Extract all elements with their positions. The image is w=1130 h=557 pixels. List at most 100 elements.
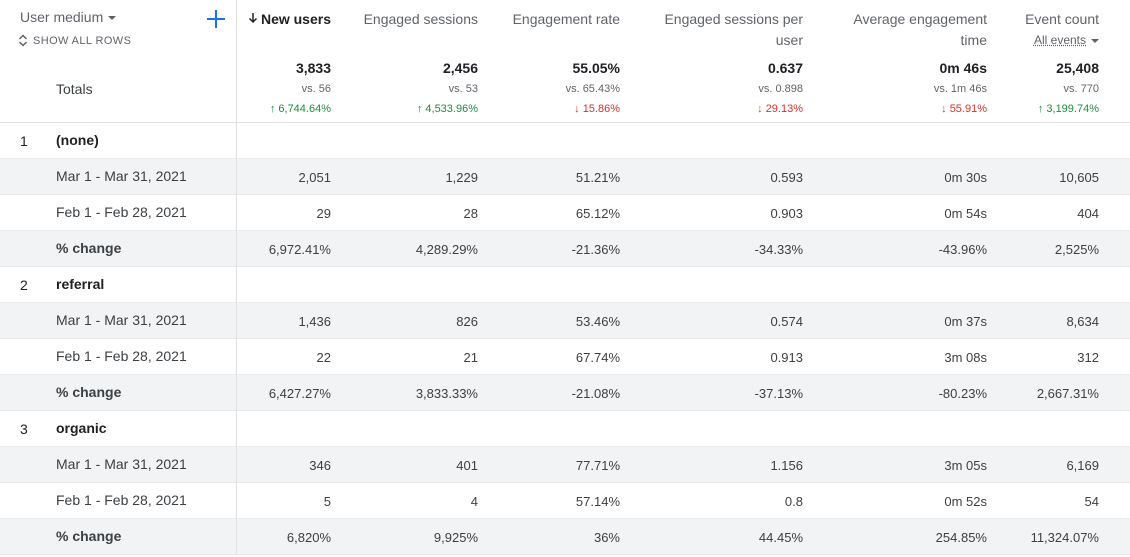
column-title-text: Average engagement <box>853 11 987 27</box>
cell-average-engagement-time: 0m 30s <box>944 170 987 185</box>
plus-icon <box>207 10 225 28</box>
column-title-engagement-rate[interactable]: Engagement rate <box>513 9 620 30</box>
cell-engaged-sessions-per-user: -37.13% <box>754 386 803 401</box>
cell-event-count: 11,324.07% <box>1030 530 1099 545</box>
date-range-row[interactable]: Feb 1 - Feb 28, 2021 29 28 65.12% 0.903 0m 54… <box>0 195 1130 231</box>
cell-engaged-sessions: 1,229 <box>445 170 478 185</box>
cell-average-engagement-time: 0m 37s <box>944 314 987 329</box>
cell-average-engagement-time: 3m 08s <box>944 350 987 365</box>
arrow-down-icon: ↓ <box>574 103 583 115</box>
dimension-cell: Mar 1 - Mar 31, 2021 <box>0 159 237 195</box>
cell-new-users: 2,051 <box>298 170 331 185</box>
cell-event-count: 8,634 <box>1066 314 1099 329</box>
column-header-engagement-rate: Engagement rate 55.05% vs. 65.43% ↓ 15.86% <box>488 0 620 123</box>
cell-average-engagement-time: -43.96% <box>938 242 987 257</box>
cell-new-users: 6,427.27% <box>268 386 331 401</box>
total-change: ↓ 55.91% <box>941 103 987 115</box>
date-range-label: Mar 1 - Mar 31, 2021 <box>56 312 187 328</box>
column-title-average-engagement-time[interactable]: Average engagement time <box>853 9 987 51</box>
caret-down-icon <box>1091 39 1099 43</box>
show-all-rows-button[interactable]: SHOW ALL ROWS <box>18 34 131 47</box>
cell-event-count: 2,525% <box>1054 242 1099 257</box>
total-change: ↑ 6,744.64% <box>270 103 331 115</box>
date-range-row[interactable]: Feb 1 - Feb 28, 2021 5 4 57.14% 0.8 0m 52s 54 <box>0 483 1130 519</box>
cell-event-count: 6,169 <box>1066 458 1099 473</box>
row-index: 1 <box>20 133 28 149</box>
total-change-value: 15.86% <box>582 103 620 115</box>
date-range-row[interactable]: Mar 1 - Mar 31, 2021 1,436 826 53.46% 0.574 0… <box>0 303 1130 339</box>
column-title-line: Average engagement <box>853 9 987 30</box>
column-title-text: Engagement rate <box>512 11 620 27</box>
cell-engagement-rate: 67.74% <box>575 350 620 365</box>
cell-engaged-sessions-per-user: 44.45% <box>758 530 803 545</box>
column-title-line: Engaged sessions <box>364 9 478 30</box>
column-title-line: Engagement rate <box>513 9 620 30</box>
cell-engagement-rate: -21.08% <box>571 386 620 401</box>
group-name: organic <box>56 420 107 436</box>
cell-event-count: 2,667.31% <box>1036 386 1099 401</box>
column-header-engaged-sessions-per-user: Engaged sessions per user 0.637 vs. 0.898 ↓ … <box>640 0 803 123</box>
cell-new-users: 6,972.41% <box>268 242 331 257</box>
group-row[interactable]: 3 organic <box>0 411 1130 447</box>
cell-engagement-rate: 57.14% <box>575 494 620 509</box>
dimension-cell: Mar 1 - Mar 31, 2021 <box>0 447 237 483</box>
dimension-cell: Feb 1 - Feb 28, 2021 <box>0 195 237 231</box>
total-change: ↑ 4,533.96% <box>417 103 478 115</box>
column-title-engaged-sessions[interactable]: Engaged sessions <box>364 9 478 30</box>
column-title-text: New users <box>260 11 331 27</box>
column-header-engaged-sessions: Engaged sessions 2,456 vs. 53 ↑ 4,533.96% <box>340 0 478 123</box>
arrow-up-icon: ↑ <box>269 103 279 115</box>
row-index: 2 <box>20 277 28 293</box>
change-label: % change <box>56 528 122 544</box>
dimension-cell: Feb 1 - Feb 28, 2021 <box>0 339 237 375</box>
change-row[interactable]: % change 6,820% 9,925% 36% 44.45% 254.85% 11,3… <box>0 519 1130 555</box>
date-range-row[interactable]: Mar 1 - Mar 31, 2021 346 401 77.71% 1.156 3m … <box>0 447 1130 483</box>
column-title-line: time <box>853 30 987 51</box>
dimension-cell: % change <box>0 519 237 555</box>
cell-new-users: 6,820% <box>286 530 331 545</box>
cell-new-users: 346 <box>309 458 331 473</box>
arrow-up-icon: ↑ <box>1037 103 1047 115</box>
cell-new-users: 29 <box>316 206 331 221</box>
group-row[interactable]: 2 referral <box>0 267 1130 303</box>
date-range-row[interactable]: Mar 1 - Mar 31, 2021 2,051 1,229 51.21% 0.59… <box>0 159 1130 195</box>
dimension-cell: 2 referral <box>0 267 237 303</box>
cell-engaged-sessions-per-user: 0.574 <box>770 314 803 329</box>
cell-engagement-rate: 51.21% <box>575 170 620 185</box>
change-row[interactable]: % change 6,427.27% 3,833.33% -21.08% -37.13%… <box>0 375 1130 411</box>
column-title-line: Engaged sessions per <box>664 9 803 30</box>
column-title-event-count[interactable]: Event count All events <box>1025 9 1099 51</box>
totals-label: Totals <box>56 81 93 97</box>
total-comparison: vs. 65.43% <box>565 83 620 95</box>
column-header-new-users: New users 3,833 vs. 56 ↑ 6,744.64% <box>237 0 331 123</box>
cell-engaged-sessions: 4 <box>470 494 478 509</box>
cell-engaged-sessions: 21 <box>463 350 478 365</box>
column-title-engaged-sessions-per-user[interactable]: Engaged sessions per user <box>664 9 803 51</box>
cell-engagement-rate: 65.12% <box>575 206 620 221</box>
cell-average-engagement-time: 0m 54s <box>944 206 987 221</box>
date-range-label: Feb 1 - Feb 28, 2021 <box>56 492 187 508</box>
total-value: 2,456 <box>442 60 478 76</box>
date-range-row[interactable]: Feb 1 - Feb 28, 2021 22 21 67.74% 0.913 3m 08… <box>0 339 1130 375</box>
event-filter-selector[interactable]: All events <box>1025 30 1099 51</box>
table-body: 1 (none) Mar 1 - Mar 31, 2021 2,051 1,229 51.… <box>0 123 1130 555</box>
group-row[interactable]: 1 (none) <box>0 123 1130 159</box>
cell-engaged-sessions: 9,925% <box>433 530 478 545</box>
cell-engaged-sessions-per-user: 0.913 <box>770 350 803 365</box>
change-row[interactable]: % change 6,972.41% 4,289.29% -21.36% -34.33%… <box>0 231 1130 267</box>
cell-engaged-sessions-per-user: 0.8 <box>784 494 803 509</box>
column-header-event-count: Event count All events 25,408 vs. 770 ↑ 3,19… <box>1000 0 1099 123</box>
cell-engagement-rate: 53.46% <box>575 314 620 329</box>
dimension-selector[interactable]: User medium <box>20 9 117 25</box>
column-title-new-users[interactable]: New users <box>248 9 331 30</box>
date-range-label: Feb 1 - Feb 28, 2021 <box>56 348 187 364</box>
unfold-icon <box>18 34 28 47</box>
add-dimension-button[interactable] <box>205 8 227 30</box>
cell-event-count: 10,605 <box>1059 170 1099 185</box>
column-title-text: Engaged sessions per <box>664 11 803 27</box>
total-value: 25,408 <box>1056 60 1099 76</box>
cell-new-users: 22 <box>316 350 331 365</box>
dimension-cell: % change <box>0 231 237 267</box>
column-title-line: New users <box>248 9 331 30</box>
total-change-value: 55.91% <box>949 103 987 115</box>
